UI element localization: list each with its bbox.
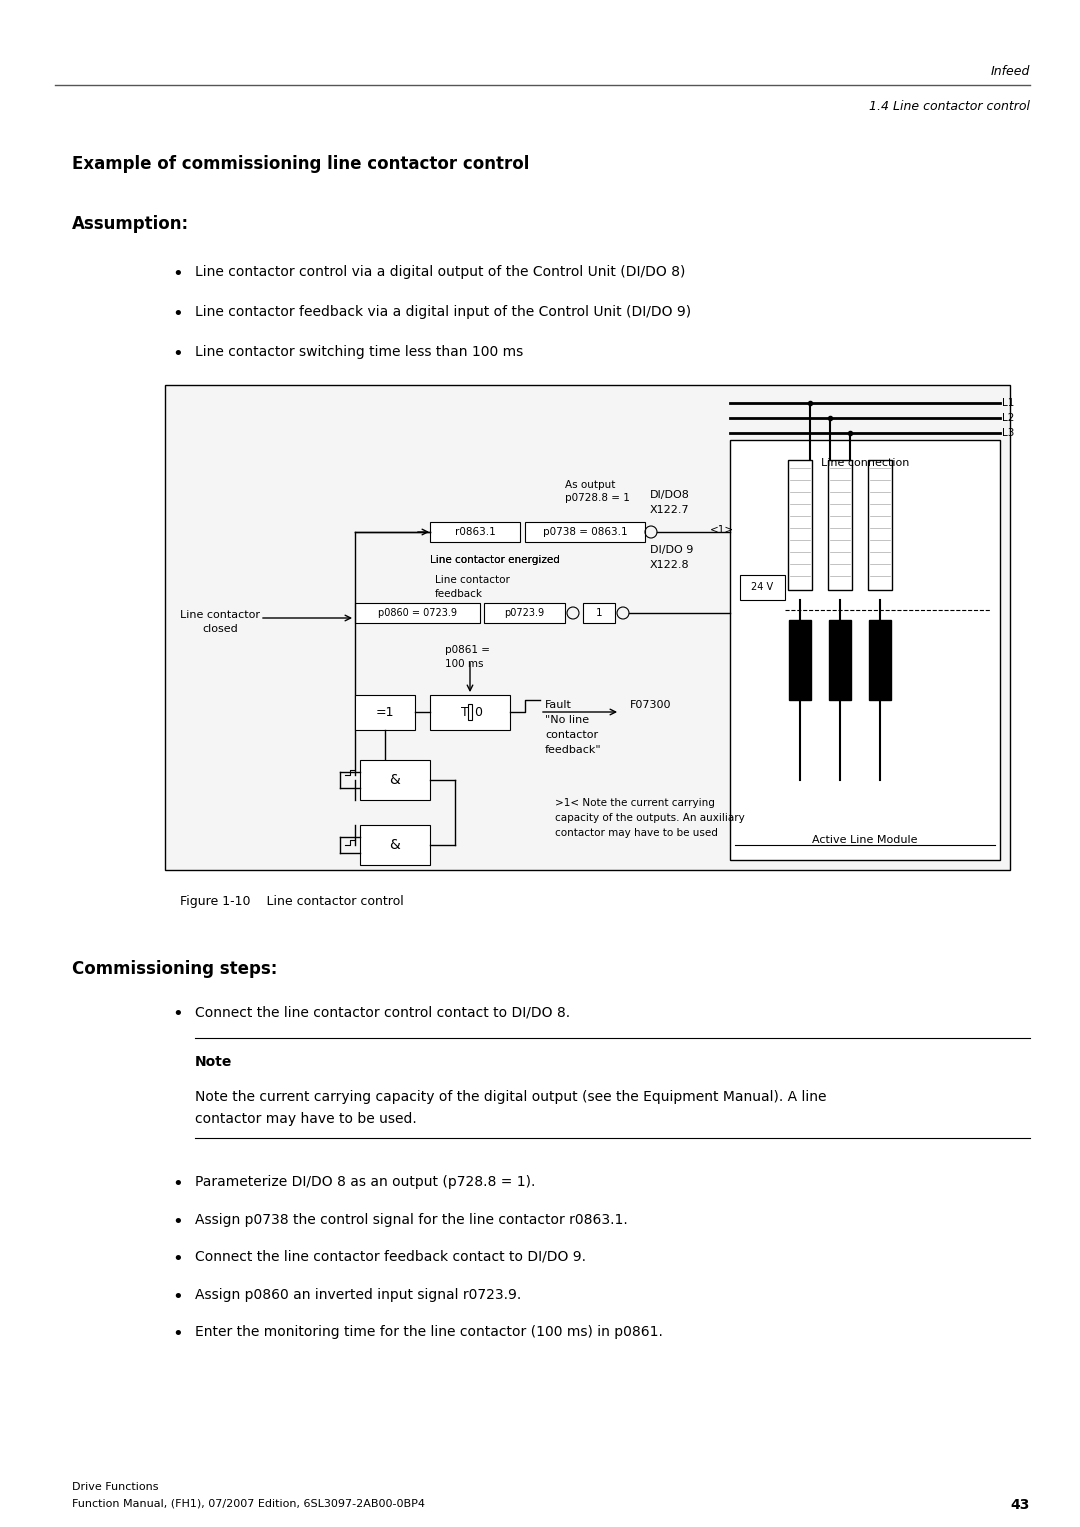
Text: T: T: [461, 705, 469, 719]
Text: 1: 1: [596, 608, 603, 618]
Text: Drive Functions: Drive Functions: [72, 1483, 159, 1492]
Bar: [868, 460, 892, 589]
Text: Line contactor control via a digital output of the Control Unit (DI/DO 8): Line contactor control via a digital out…: [195, 266, 686, 279]
Bar: [468, 704, 472, 721]
Text: Line contactor switching time less than 100 ms: Line contactor switching time less than …: [195, 345, 523, 359]
Text: L3: L3: [1002, 428, 1014, 438]
Text: •: •: [173, 1005, 184, 1023]
Text: &: &: [390, 773, 401, 786]
Text: contactor: contactor: [545, 730, 598, 741]
Bar: [360, 760, 430, 800]
Text: contactor may have to be used.: contactor may have to be used.: [195, 1112, 417, 1125]
Text: p0738 = 0863.1: p0738 = 0863.1: [542, 527, 627, 538]
Text: Line contactor feedback via a digital input of the Control Unit (DI/DO 9): Line contactor feedback via a digital in…: [195, 305, 691, 319]
Text: Line contactor: Line contactor: [435, 576, 510, 585]
Text: feedback": feedback": [545, 745, 602, 754]
Bar: [525, 522, 645, 542]
Text: capacity of the outputs. An auxiliary: capacity of the outputs. An auxiliary: [555, 812, 745, 823]
Text: Line connection: Line connection: [821, 458, 909, 467]
Text: Infeed: Infeed: [990, 66, 1030, 78]
Text: &: &: [390, 838, 401, 852]
Bar: [869, 620, 891, 699]
Text: •: •: [173, 345, 184, 363]
Text: DI/DO8: DI/DO8: [650, 490, 690, 499]
Bar: [430, 695, 510, 730]
Text: p0860 = 0723.9: p0860 = 0723.9: [378, 608, 457, 618]
Text: Line contactor energized: Line contactor energized: [430, 554, 559, 565]
Text: •: •: [173, 1287, 184, 1306]
Text: Note the current carrying capacity of the digital output (see the Equipment Manu: Note the current carrying capacity of th…: [195, 1090, 826, 1104]
Text: Function Manual, (FH1), 07/2007 Edition, 6SL3097-2AB00-0BP4: Function Manual, (FH1), 07/2007 Edition,…: [72, 1498, 426, 1509]
Bar: [789, 620, 811, 699]
Text: Parameterize DI/DO 8 as an output (p728.8 = 1).: Parameterize DI/DO 8 as an output (p728.…: [195, 1174, 536, 1190]
Text: Fault: Fault: [545, 699, 572, 710]
Text: Commissioning steps:: Commissioning steps:: [72, 960, 278, 977]
Text: •: •: [173, 1174, 184, 1193]
Text: •: •: [173, 305, 184, 324]
Text: As output: As output: [565, 479, 616, 490]
Text: "No line: "No line: [545, 715, 589, 725]
Bar: [355, 695, 415, 730]
Text: Connect the line contactor control contact to DI/DO 8.: Connect the line contactor control conta…: [195, 1005, 570, 1019]
Text: p0728.8 = 1: p0728.8 = 1: [565, 493, 630, 502]
Text: r0863.1: r0863.1: [455, 527, 496, 538]
Text: 100 ms: 100 ms: [445, 660, 484, 669]
Text: contactor may have to be used: contactor may have to be used: [555, 828, 718, 838]
Text: Assumption:: Assumption:: [72, 215, 189, 234]
Bar: [829, 620, 851, 699]
Text: closed: closed: [202, 625, 238, 634]
Text: Line contactor: Line contactor: [180, 609, 260, 620]
Text: Enter the monitoring time for the line contactor (100 ms) in p0861.: Enter the monitoring time for the line c…: [195, 1325, 663, 1339]
Text: Figure 1-10    Line contactor control: Figure 1-10 Line contactor control: [180, 895, 404, 909]
Text: feedback: feedback: [435, 589, 483, 599]
Text: =1: =1: [376, 705, 394, 719]
Bar: [355, 603, 480, 623]
Text: Connect the line contactor feedback contact to DI/DO 9.: Connect the line contactor feedback cont…: [195, 1251, 586, 1264]
Bar: [583, 603, 615, 623]
Bar: [740, 576, 785, 600]
Bar: [730, 440, 1000, 860]
Text: Assign p0860 an inverted input signal r0723.9.: Assign p0860 an inverted input signal r0…: [195, 1287, 522, 1303]
Bar: [828, 460, 852, 589]
Bar: [484, 603, 565, 623]
Text: •: •: [173, 1212, 184, 1231]
Text: >1< Note the current carrying: >1< Note the current carrying: [555, 799, 715, 808]
Text: •: •: [173, 266, 184, 282]
Text: •: •: [173, 1325, 184, 1344]
Text: 24 V: 24 V: [752, 582, 773, 592]
Text: •: •: [173, 1251, 184, 1267]
Text: F07300: F07300: [630, 699, 672, 710]
Bar: [360, 825, 430, 864]
Text: X122.8: X122.8: [650, 560, 690, 570]
Text: L1: L1: [1002, 399, 1014, 408]
Text: L2: L2: [1002, 412, 1014, 423]
Text: DI/DO 9: DI/DO 9: [650, 545, 693, 554]
Bar: [430, 522, 519, 542]
Text: 0: 0: [474, 705, 482, 719]
Text: 1.4 Line contactor control: 1.4 Line contactor control: [869, 99, 1030, 113]
Text: p0861 =: p0861 =: [445, 644, 490, 655]
Text: Active Line Module: Active Line Module: [812, 835, 918, 844]
Bar: [165, 385, 1010, 870]
Text: <1>: <1>: [710, 525, 734, 534]
Text: Line contactor energized: Line contactor energized: [430, 554, 559, 565]
Bar: [788, 460, 812, 589]
Text: X122.7: X122.7: [650, 505, 690, 515]
Text: Example of commissioning line contactor control: Example of commissioning line contactor …: [72, 156, 529, 173]
Text: Assign p0738 the control signal for the line contactor r0863.1.: Assign p0738 the control signal for the …: [195, 1212, 627, 1228]
Text: Note: Note: [195, 1055, 232, 1069]
Text: p0723.9: p0723.9: [504, 608, 544, 618]
Text: 43: 43: [1011, 1498, 1030, 1512]
